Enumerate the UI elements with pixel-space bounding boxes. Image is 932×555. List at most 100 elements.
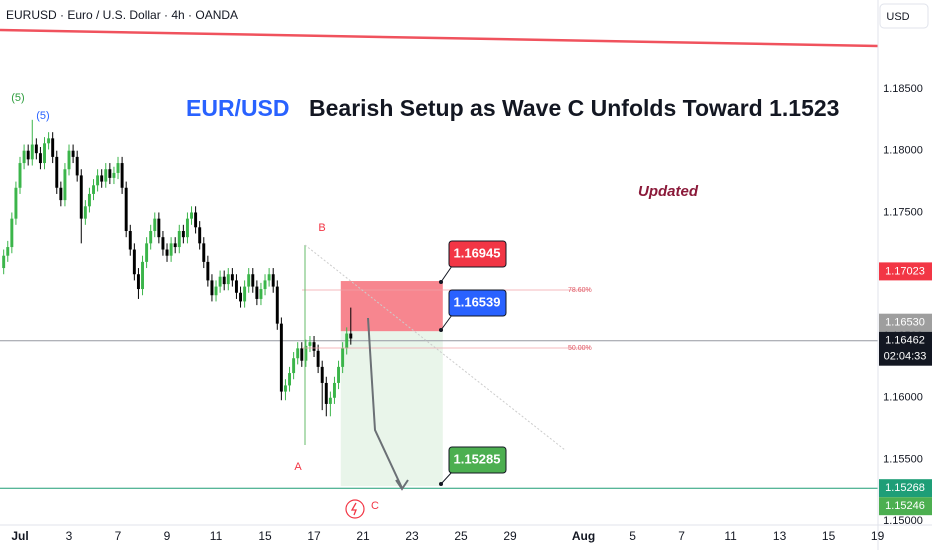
y-tick-label: 1.16000	[883, 392, 923, 404]
candle-body	[14, 187, 18, 219]
wave-label: (5)	[11, 92, 24, 104]
candle-body	[136, 274, 140, 290]
candle-body	[59, 187, 63, 201]
candle-body	[145, 243, 149, 262]
candle-body	[18, 163, 22, 188]
candle-body	[71, 150, 75, 157]
y-tick-label: 1.15500	[883, 453, 923, 465]
candle-body	[169, 243, 173, 256]
symbol-header: EURUSD · Euro / U.S. Dollar · 4h · OANDA	[6, 8, 238, 22]
currency-button[interactable]	[879, 3, 929, 29]
chart-subtitle: Bearish Setup as Wave C Unfolds Toward 1…	[309, 95, 839, 121]
candle-body	[239, 292, 243, 302]
candle-body	[300, 348, 304, 361]
candle-body	[185, 218, 189, 238]
candle-body	[2, 255, 6, 269]
candle-body	[124, 187, 128, 231]
event-icon[interactable]	[345, 499, 365, 519]
candle-body	[38, 153, 42, 164]
candle-body	[79, 175, 83, 219]
candle-body	[165, 249, 169, 256]
callout-dot	[439, 280, 443, 284]
x-tick-label: 3	[66, 529, 73, 543]
candle-body	[320, 366, 324, 383]
candle-body	[271, 274, 275, 287]
plot-area	[0, 119, 878, 489]
candle-body	[104, 169, 108, 182]
candle-body	[83, 206, 87, 219]
candle-body	[312, 342, 316, 351]
candle-body	[149, 231, 153, 244]
price-label-box	[879, 479, 932, 498]
candle-body	[251, 274, 255, 287]
candle-body	[128, 231, 132, 250]
x-tick-label: 13	[773, 529, 787, 543]
x-tick-label: 5	[629, 529, 636, 543]
stop-zone	[340, 281, 443, 332]
price-label-box	[879, 497, 932, 516]
candle-body	[141, 261, 144, 290]
candle-body	[316, 350, 320, 367]
price-label: 1.15246	[885, 500, 925, 512]
wave-label: B	[318, 222, 325, 234]
candle-body	[328, 397, 332, 404]
candle-body	[92, 185, 95, 194]
y-tick-label: 1.18000	[883, 145, 923, 157]
axes: 1.150001.155001.160001.165001.170001.175…	[11, 83, 932, 543]
x-tick-label: 11	[724, 529, 737, 543]
candle-body	[108, 169, 112, 178]
x-tick-label: 15	[258, 529, 272, 543]
candle-body	[194, 212, 198, 228]
candle-body	[267, 274, 271, 281]
y-tick-label: 1.18500	[883, 83, 923, 95]
candle-body	[30, 144, 34, 160]
candle-body	[63, 169, 67, 201]
candle-body	[337, 366, 341, 383]
entry-price: 1.16539	[454, 294, 501, 309]
callout-pointer	[440, 265, 453, 283]
projection-line	[304, 244, 566, 451]
candle-body	[226, 274, 230, 285]
price-label: 1.15268	[885, 482, 925, 494]
candle-body	[230, 274, 234, 281]
candle-body	[87, 193, 91, 207]
x-tick-label: 25	[454, 529, 468, 543]
status-label: Updated	[638, 183, 699, 200]
fib-label: 50.00%	[568, 345, 592, 352]
x-tick-label: 7	[678, 529, 685, 543]
candle-body	[283, 385, 287, 392]
target-price: 1.15285	[454, 451, 501, 466]
candle-body	[234, 280, 238, 293]
projection-arrow	[367, 317, 409, 491]
stop-price: 1.16945	[454, 245, 501, 260]
candle-body	[116, 163, 120, 173]
price-label-box	[879, 331, 932, 366]
callout-pointer	[440, 314, 453, 331]
candle-body	[255, 286, 259, 299]
callout-dot	[439, 482, 443, 486]
price-label-box	[879, 313, 932, 332]
candle-body	[279, 323, 283, 392]
candle-body	[100, 175, 104, 182]
candle-body	[247, 274, 251, 287]
candle-body	[173, 243, 177, 248]
candle-body	[10, 218, 14, 248]
x-tick-label: 29	[503, 529, 517, 543]
candle-body	[198, 227, 202, 244]
callout-pointer	[440, 471, 453, 485]
candle-body	[181, 231, 185, 238]
candle-body	[304, 345, 308, 361]
chart-title: EUR/USD	[186, 95, 290, 121]
x-tick-label: 19	[871, 529, 885, 543]
x-tick-label: 17	[307, 529, 321, 543]
candle-body	[120, 163, 124, 188]
countdown: 02:04:33	[884, 351, 927, 363]
candle-body	[190, 212, 193, 219]
y-tick-label: 1.15000	[883, 515, 923, 527]
profit-zone	[340, 331, 443, 487]
price-label: 1.16530	[885, 317, 925, 329]
candle-body	[153, 218, 157, 231]
candle-body	[22, 150, 26, 164]
candle-body	[292, 358, 296, 374]
